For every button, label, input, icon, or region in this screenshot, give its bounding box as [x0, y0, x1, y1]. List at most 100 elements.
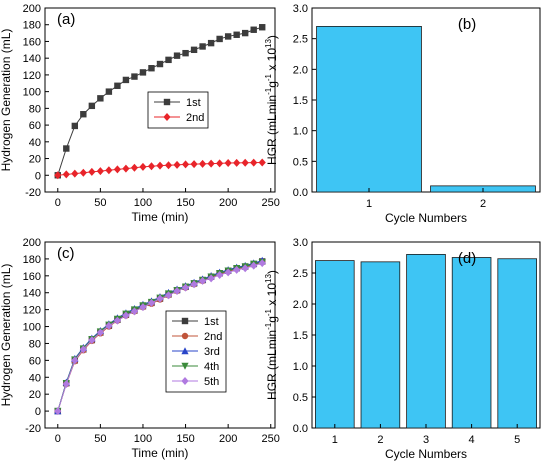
data-point: [63, 145, 70, 152]
y-tick-label: 2.0: [293, 64, 308, 76]
data-point: [207, 159, 215, 168]
y-tick-label: 120: [23, 305, 41, 317]
legend-marker: [163, 98, 171, 106]
x-tick-label: 0: [55, 197, 61, 209]
data-point: [62, 170, 70, 179]
data-point: [139, 303, 147, 312]
y-tick-label: 2.0: [293, 299, 308, 311]
data-point: [224, 268, 232, 277]
x-tick-label: 150: [176, 197, 194, 209]
data-point: [182, 49, 189, 57]
x-axis-label: Time (min): [132, 446, 189, 460]
data-point: [233, 31, 240, 38]
y-axis-label: Hydrogen Generation (mL): [0, 264, 13, 407]
y-tick-label: 80: [29, 338, 41, 350]
x-tick-label: 3: [423, 434, 429, 446]
panel-label: (d): [458, 250, 476, 267]
data-point: [130, 163, 139, 172]
data-point: [198, 159, 207, 168]
data-point: [71, 122, 79, 130]
bar: [316, 25, 422, 193]
y-tick-label: 20: [29, 154, 41, 166]
data-point: [233, 265, 241, 274]
y-tick-label: 160: [23, 271, 41, 283]
y-tick-label: -20: [25, 423, 41, 435]
x-tick-label: 200: [219, 433, 237, 445]
bar: [451, 257, 492, 429]
data-point: [71, 169, 79, 178]
data-point: [79, 168, 87, 177]
data-point: [259, 24, 266, 31]
plot-frame: [44, 241, 276, 429]
data-point: [250, 26, 257, 33]
bar: [360, 261, 401, 429]
data-point: [199, 43, 206, 50]
y-axis-label: HGR (mLmin-1g-1 x 1013): [264, 35, 279, 165]
legend-entry: 4th: [204, 361, 219, 373]
data-point: [258, 259, 266, 268]
series-line: [57, 261, 263, 412]
data-point: [80, 111, 87, 118]
series-line: [57, 261, 263, 412]
x-tick-label: 50: [94, 197, 106, 209]
legend-entry: 1st: [186, 97, 201, 109]
legend-entry: 1st: [204, 316, 219, 328]
data-point: [241, 29, 249, 37]
data-point: [216, 159, 224, 168]
data-point: [88, 336, 96, 345]
data-point: [173, 52, 181, 59]
y-tick-label: 80: [29, 103, 41, 115]
y-tick-label: 1.5: [293, 330, 308, 342]
x-tick-label: 100: [134, 197, 152, 209]
data-point: [181, 283, 190, 292]
x-tick-label: 100: [134, 433, 152, 445]
data-point: [224, 33, 232, 40]
x-tick-label: 50: [94, 433, 106, 445]
legend-marker: [181, 347, 189, 355]
y-tick-label: 3.0: [293, 3, 308, 15]
legend-entry: 2nd: [204, 331, 222, 343]
x-tick-label: 150: [176, 433, 194, 445]
legend-marker: [181, 377, 189, 385]
data-point: [190, 160, 198, 169]
y-tick-label: 0.0: [293, 187, 308, 199]
chart-panel-2: -20 0 20 40 60 80 100 120 140 160 180 200 0 50 100 150 2…: [0, 237, 280, 460]
y-tick-label: 160: [23, 36, 41, 48]
y-tick-label: 140: [23, 288, 41, 300]
y-tick-label: 60: [29, 355, 41, 367]
data-point: [105, 88, 113, 95]
data-point: [105, 166, 113, 175]
bar: [406, 253, 446, 429]
y-tick-label: 100: [23, 87, 41, 99]
x-tick-label: 1: [332, 434, 338, 446]
data-point: [139, 162, 147, 171]
data-point: [164, 161, 173, 170]
data-point: [96, 167, 104, 176]
chart-panel-1: 1 2 0.0 0.5 1.0 1.5 2.0 2.5 3.0 Cycle Numbers HGR …: [264, 3, 541, 225]
data-point: [88, 102, 96, 110]
data-point: [250, 261, 258, 270]
y-tick-label: 0: [35, 406, 41, 418]
y-tick-label: 0.0: [293, 423, 308, 435]
data-point: [173, 160, 181, 169]
panel-label: (c): [57, 245, 75, 262]
legend-entry: 2nd: [186, 112, 204, 124]
series-line: [57, 260, 263, 412]
x-axis-label: Time (min): [132, 210, 189, 224]
y-tick-label: 3.0: [293, 237, 308, 249]
x-tick-label: 250: [262, 197, 280, 209]
data-point: [54, 171, 62, 180]
data-point: [258, 158, 266, 167]
data-point: [207, 274, 215, 283]
y-tick-label: 0.5: [293, 392, 308, 404]
data-point: [156, 161, 164, 170]
y-tick-label: 2.5: [293, 268, 308, 280]
y-tick-label: 100: [23, 322, 41, 334]
data-point: [97, 95, 104, 102]
y-tick-label: 180: [23, 20, 41, 32]
data-point: [54, 407, 62, 416]
data-point: [113, 165, 122, 174]
y-tick-label: 40: [29, 137, 41, 149]
y-tick-label: 1.5: [293, 95, 308, 107]
data-point: [62, 380, 70, 389]
